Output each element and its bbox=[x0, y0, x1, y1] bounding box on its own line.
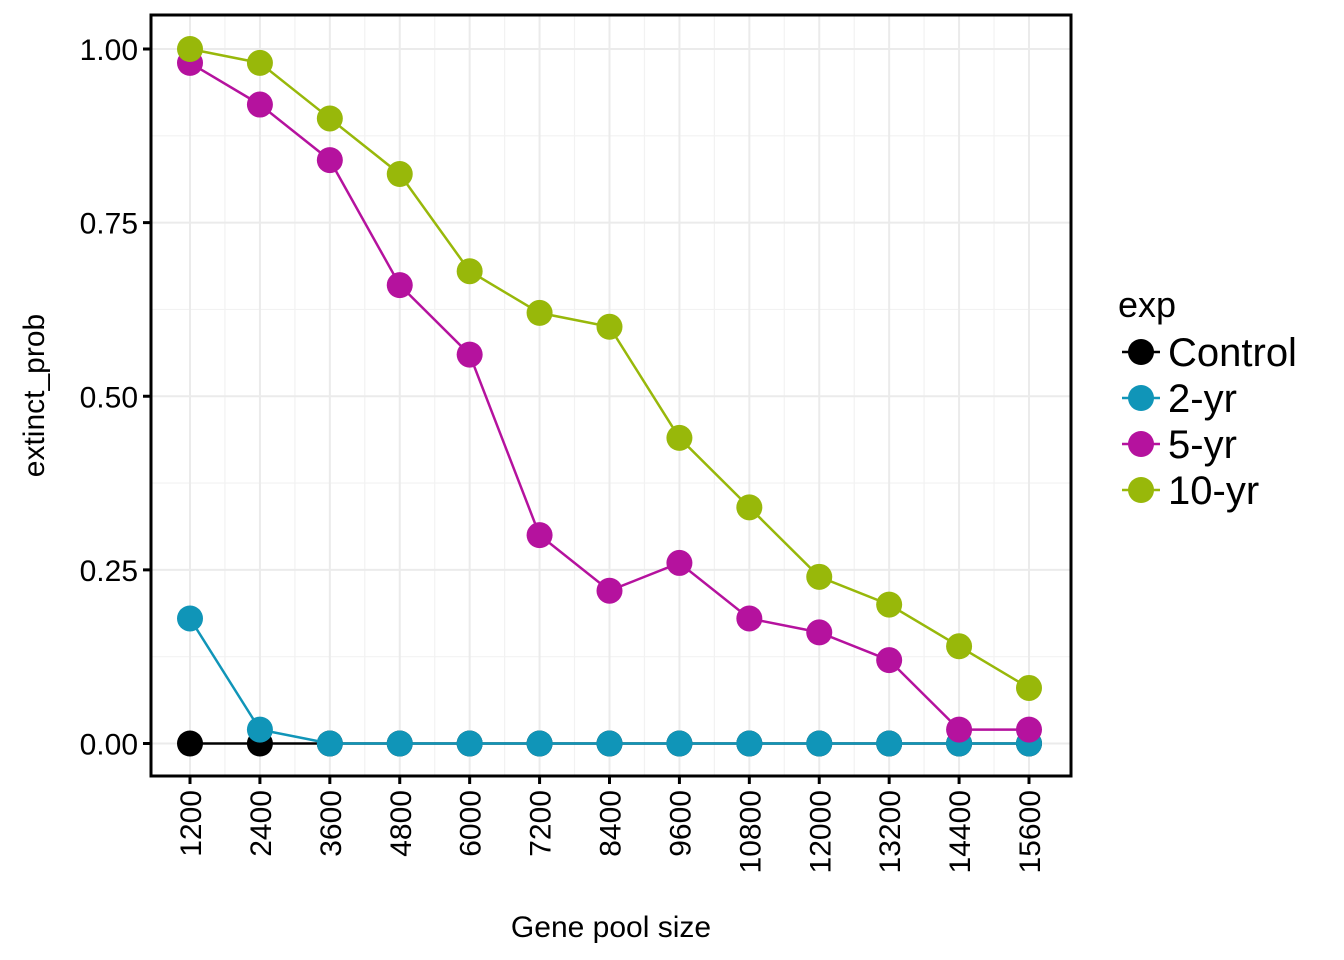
data-point-2-yr bbox=[177, 605, 203, 632]
y-tick-label: 0.00 bbox=[80, 729, 138, 762]
data-point-5-yr bbox=[946, 716, 973, 743]
legend-key-point bbox=[1128, 385, 1154, 411]
y-tick-label: 0.50 bbox=[80, 381, 138, 414]
data-point-5-yr bbox=[316, 147, 343, 174]
data-point-10-yr bbox=[246, 49, 273, 76]
x-tick-label: 8400 bbox=[595, 790, 628, 857]
data-point-10-yr bbox=[1016, 674, 1042, 701]
y-axis-title: extinct_prob bbox=[18, 314, 51, 477]
data-point-2-yr bbox=[806, 730, 833, 757]
data-point-5-yr bbox=[666, 549, 693, 576]
x-tick-label: 13200 bbox=[874, 790, 907, 873]
data-point-5-yr bbox=[736, 605, 763, 632]
data-point-5-yr bbox=[526, 522, 553, 549]
data-point-2-yr bbox=[876, 730, 903, 757]
data-point-10-yr bbox=[456, 258, 483, 285]
data-point-2-yr bbox=[596, 730, 623, 757]
legend-label: 2-yr bbox=[1168, 377, 1237, 421]
data-point-10-yr bbox=[526, 299, 553, 326]
x-tick-label: 3600 bbox=[315, 790, 348, 857]
data-point-5-yr bbox=[876, 647, 903, 674]
data-point-2-yr bbox=[246, 716, 273, 743]
x-tick-label: 4800 bbox=[385, 790, 418, 857]
data-point-5-yr bbox=[1016, 716, 1042, 743]
x-tick-label: 1200 bbox=[175, 790, 208, 857]
legend-item-5-yr: 5-yr bbox=[1122, 423, 1237, 467]
legend-item-control: Control bbox=[1122, 331, 1297, 375]
data-point-10-yr bbox=[736, 494, 763, 521]
series-layer bbox=[177, 36, 1042, 757]
data-point-10-yr bbox=[806, 563, 833, 590]
data-point-5-yr bbox=[806, 619, 833, 646]
data-point-2-yr bbox=[386, 730, 413, 757]
y-tick-label: 0.25 bbox=[80, 555, 138, 588]
data-point-5-yr bbox=[386, 272, 413, 299]
data-point-2-yr bbox=[736, 730, 763, 757]
y-tick-label: 1.00 bbox=[80, 34, 138, 67]
x-axis-title: Gene pool size bbox=[511, 911, 711, 944]
data-point-10-yr bbox=[946, 633, 973, 660]
data-point-10-yr bbox=[666, 424, 693, 451]
series-10-yr bbox=[177, 36, 1042, 701]
legend-item-2-yr: 2-yr bbox=[1122, 377, 1237, 421]
data-point-10-yr bbox=[386, 161, 413, 188]
legend-key-point bbox=[1128, 477, 1154, 503]
legend-key-point bbox=[1128, 431, 1154, 457]
x-tick-label: 15600 bbox=[1014, 790, 1047, 873]
x-axis: 1200 2400 3600 4800 6000 7200 8400 9600 10800 120… bbox=[175, 776, 1047, 873]
data-point-2-yr bbox=[526, 730, 553, 757]
legend-label: 5-yr bbox=[1168, 423, 1237, 467]
data-point-2-yr bbox=[316, 730, 343, 757]
data-point-10-yr bbox=[596, 313, 623, 340]
legend-label: 10-yr bbox=[1168, 469, 1259, 513]
x-tick-label: 7200 bbox=[525, 790, 558, 857]
x-tick-label: 14400 bbox=[944, 790, 977, 873]
data-point-10-yr bbox=[876, 591, 903, 618]
x-tick-label: 10800 bbox=[734, 790, 767, 873]
x-tick-label: 12000 bbox=[804, 790, 837, 873]
series-2-yr bbox=[177, 605, 1042, 757]
legend-label: Control bbox=[1168, 331, 1297, 375]
data-point-2-yr bbox=[666, 730, 693, 757]
y-tick-label: 0.75 bbox=[80, 208, 138, 241]
legend-item-10-yr: 10-yr bbox=[1122, 469, 1259, 513]
legend-key-point bbox=[1128, 339, 1154, 365]
y-axis: 0.00 0.25 0.50 0.75 1.00 bbox=[80, 34, 151, 762]
major-gridlines bbox=[151, 15, 1071, 776]
data-point-10-yr bbox=[316, 105, 343, 132]
x-tick-label: 6000 bbox=[455, 790, 488, 857]
x-tick-label: 2400 bbox=[245, 790, 278, 857]
x-tick-label: 9600 bbox=[664, 790, 697, 857]
data-point-10-yr bbox=[177, 36, 203, 62]
data-point-5-yr bbox=[596, 577, 623, 604]
data-point-control bbox=[177, 730, 203, 757]
data-point-5-yr bbox=[246, 91, 273, 118]
data-point-5-yr bbox=[456, 341, 483, 368]
legend-title: exp bbox=[1118, 284, 1176, 325]
data-point-2-yr bbox=[456, 730, 483, 757]
